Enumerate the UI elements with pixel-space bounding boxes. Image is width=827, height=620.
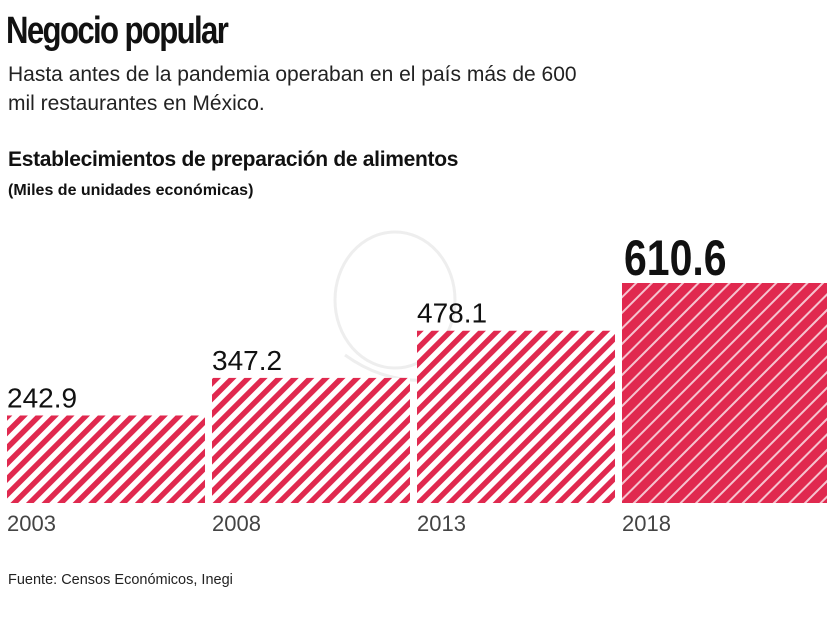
- x-tick-label: 2003: [7, 511, 56, 536]
- data-label-2008: 347.2: [212, 345, 282, 376]
- data-label-2018: 610.6: [624, 230, 727, 286]
- bar-2013: [417, 330, 615, 503]
- subheadline: Hasta antes de la pandemia operaban en e…: [8, 63, 577, 115]
- x-tick-label: 2018: [622, 511, 671, 536]
- headline: Negocio popular: [6, 10, 229, 52]
- bar-2008: [212, 377, 410, 503]
- bar-2003: [7, 415, 205, 503]
- source-note: Fuente: Censos Económicos, Inegi: [8, 572, 233, 588]
- data-label-2003: 242.9: [7, 382, 77, 413]
- data-label-2013: 478.1: [417, 298, 487, 329]
- chart-unit: (Miles de unidades económicas): [8, 182, 254, 199]
- x-tick-label: 2008: [212, 511, 261, 536]
- chart-title: Establecimientos de preparación de alime…: [8, 148, 459, 171]
- x-tick-label: 2013: [417, 511, 466, 536]
- bar-2018: [622, 283, 827, 503]
